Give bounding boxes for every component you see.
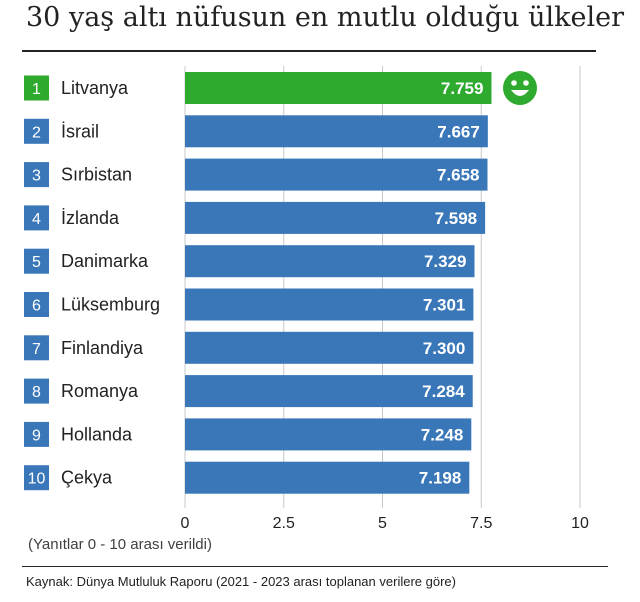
bar bbox=[185, 418, 472, 451]
x-tick-label: 10 bbox=[571, 515, 589, 532]
rank-label: 7 bbox=[32, 341, 41, 358]
country-label: Lüksemburg bbox=[61, 295, 160, 315]
chart-note: (Yanıtlar 0 - 10 arası verildi) bbox=[28, 536, 212, 553]
smiley-face-icon-eye bbox=[523, 80, 529, 86]
rank-box bbox=[24, 118, 49, 144]
bar bbox=[185, 158, 488, 191]
x-tick-label: 0 bbox=[181, 515, 190, 532]
smiley-face-icon-eye bbox=[511, 80, 517, 86]
rank-label: 1 bbox=[32, 81, 41, 98]
value-label: 7.284 bbox=[422, 382, 465, 401]
x-axis-ticks: 0 2.5 5 7.5 10 bbox=[181, 515, 589, 532]
x-tick-label: 2.5 bbox=[273, 515, 295, 532]
rank-box bbox=[24, 465, 49, 491]
rank-box bbox=[24, 335, 49, 361]
bar bbox=[185, 72, 492, 104]
x-tick-label: 5 bbox=[378, 515, 387, 532]
chart-title: 30 yaş altı nüfusun en mutlu olduğu ülke… bbox=[26, 2, 625, 33]
rank-box bbox=[24, 248, 49, 274]
smiley-face-icon-circle bbox=[503, 71, 537, 105]
bars bbox=[24, 72, 492, 494]
rank-label: 10 bbox=[28, 471, 46, 488]
rank-label: 4 bbox=[32, 211, 41, 228]
rank-label: 3 bbox=[32, 168, 41, 185]
title-divider bbox=[22, 50, 596, 52]
rank-box bbox=[24, 75, 49, 101]
value-label: 7.198 bbox=[419, 469, 462, 488]
country-label: Litvanya bbox=[61, 78, 129, 98]
value-label: 7.759 bbox=[441, 79, 484, 98]
country-label: Sırbistan bbox=[61, 165, 132, 185]
bar bbox=[185, 461, 470, 494]
rank-box bbox=[24, 205, 49, 231]
country-label: Danimarka bbox=[61, 251, 149, 271]
rank-label: 9 bbox=[32, 427, 41, 444]
rank-label: 6 bbox=[32, 298, 41, 315]
smiley-face-icon bbox=[503, 71, 537, 105]
rank-label: 5 bbox=[32, 254, 41, 271]
value-label: 7.658 bbox=[437, 166, 480, 185]
country-label: Çekya bbox=[61, 468, 113, 488]
rank-label: 8 bbox=[32, 384, 41, 401]
rank-box bbox=[24, 292, 49, 317]
rank-box bbox=[24, 162, 49, 188]
rank-box bbox=[24, 421, 49, 447]
bar bbox=[185, 245, 475, 278]
labels: 1 Litvanya 7.759 2 İsrail 7.667 3 Sırbistan 7.65… bbox=[28, 71, 537, 488]
bar bbox=[185, 375, 473, 408]
bar bbox=[185, 288, 474, 321]
value-label: 7.667 bbox=[437, 122, 480, 141]
value-label: 7.301 bbox=[423, 296, 466, 315]
footer-divider bbox=[22, 566, 608, 567]
bar bbox=[185, 115, 488, 148]
value-label: 7.329 bbox=[424, 252, 467, 271]
source-credit: Kaynak: Dünya Mutluluk Raporu (2021 - 20… bbox=[26, 574, 456, 589]
country-label: İzlanda bbox=[61, 208, 120, 228]
x-tick-label: 7.5 bbox=[470, 515, 492, 532]
value-label: 7.598 bbox=[435, 209, 478, 228]
value-label: 7.248 bbox=[421, 425, 464, 444]
value-label: 7.300 bbox=[423, 339, 466, 358]
bar bbox=[185, 331, 474, 364]
rank-box bbox=[24, 378, 49, 404]
country-label: Hollanda bbox=[61, 424, 133, 444]
country-label: Finlandiya bbox=[61, 338, 144, 358]
bar bbox=[185, 201, 486, 234]
smiley-face-icon-mouth bbox=[511, 90, 529, 96]
country-label: Romanya bbox=[61, 381, 139, 401]
rank-label: 2 bbox=[32, 124, 41, 141]
country-label: İsrail bbox=[61, 121, 99, 141]
